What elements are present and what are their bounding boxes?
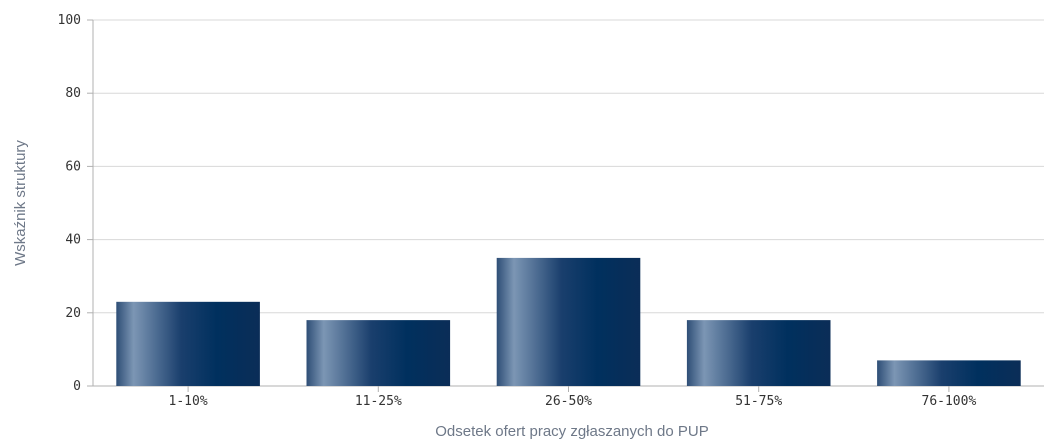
y-tick-label: 0 bbox=[73, 379, 81, 394]
bar-1-10% bbox=[116, 301, 260, 386]
x-tick-label: 11-25% bbox=[355, 394, 402, 409]
x-tick-label: 76-100% bbox=[922, 394, 977, 409]
y-tick-label: 40 bbox=[65, 233, 81, 248]
x-tick-label: 1-10% bbox=[169, 394, 208, 409]
bars bbox=[116, 257, 1021, 386]
x-tick-label: 26-50% bbox=[545, 394, 592, 409]
x-tick-labels: 1-10% 11-25% 26-50% 51-75% 76-100% bbox=[169, 394, 977, 409]
y-tick-labels: 0 20 40 60 80 100 bbox=[58, 13, 81, 394]
bar-11-25% bbox=[306, 320, 451, 386]
y-tick-label: 60 bbox=[65, 159, 81, 174]
y-tick-label: 100 bbox=[58, 13, 81, 28]
bar-76-100% bbox=[877, 360, 1021, 386]
y-tick-label: 20 bbox=[65, 306, 81, 321]
bar-51-75% bbox=[686, 320, 831, 386]
y-axis-title: Wskaźnik struktury bbox=[12, 140, 29, 266]
x-tick-label: 51-75% bbox=[735, 394, 782, 409]
y-tick-label: 80 bbox=[65, 86, 81, 101]
x-axis-title: Odsetek ofert pracy zgłaszanych do PUP bbox=[435, 423, 708, 439]
bar-26-50% bbox=[496, 257, 641, 386]
gridlines bbox=[93, 19, 1044, 314]
